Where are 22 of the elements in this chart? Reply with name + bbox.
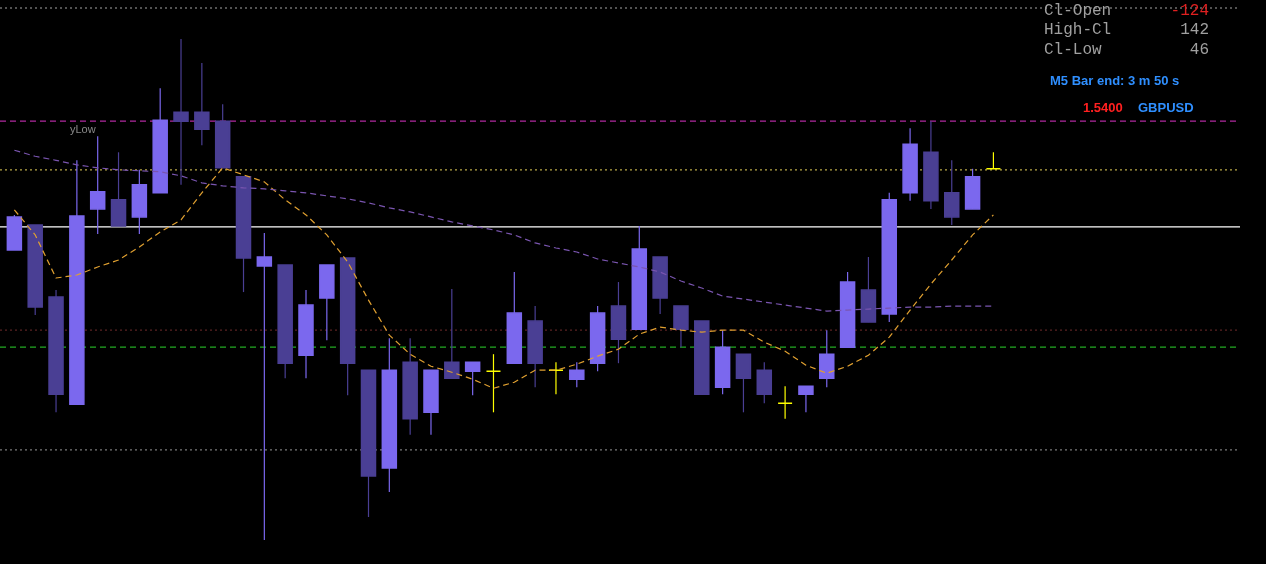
candlestick xyxy=(548,361,564,395)
text: High-Cl xyxy=(1044,21,1112,39)
text: M5 Bar end: 3 m 50 s xyxy=(1050,73,1180,88)
candlestick xyxy=(256,232,273,541)
candlestick xyxy=(194,62,210,146)
text: Cl-Low xyxy=(1044,41,1103,59)
text: Cl-Open xyxy=(1044,2,1112,20)
candlestick xyxy=(485,353,502,413)
candlestick xyxy=(444,288,460,379)
text: -124 xyxy=(1170,2,1209,20)
ref-line-label: yLow xyxy=(70,123,96,136)
text: 1.5400 xyxy=(1083,100,1123,115)
candlestick xyxy=(569,361,585,388)
text: 142 xyxy=(1180,21,1209,39)
candlestick xyxy=(464,361,481,396)
candlestick xyxy=(89,135,106,235)
candlestick xyxy=(173,38,189,186)
text: 46 xyxy=(1189,41,1209,59)
candlestick xyxy=(673,305,689,348)
candlestick xyxy=(798,385,814,413)
text: GBPUSD xyxy=(1138,100,1194,115)
candlestick xyxy=(777,385,793,420)
